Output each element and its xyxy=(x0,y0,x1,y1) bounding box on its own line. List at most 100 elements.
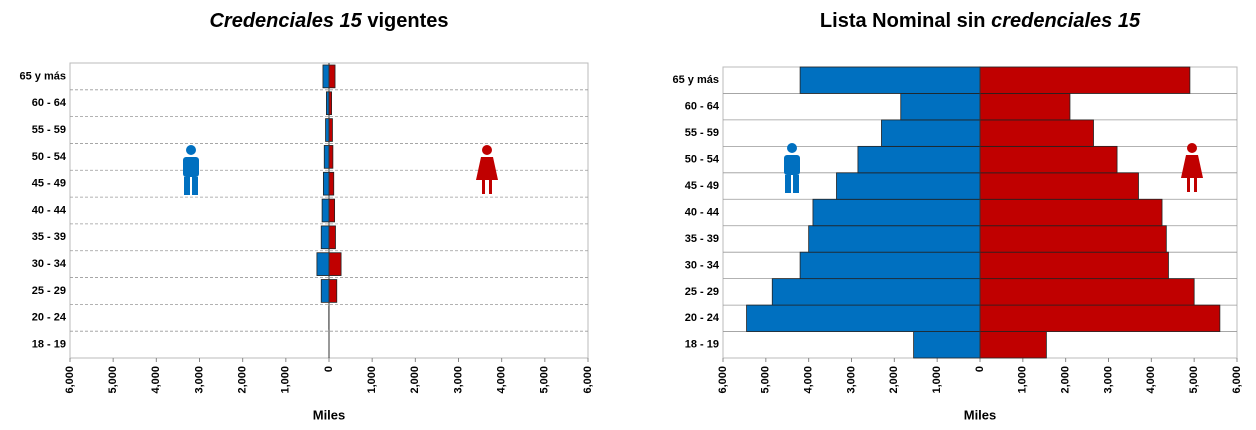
y-tick-label: 45 - 49 xyxy=(32,178,66,190)
y-tick-label: 65 y más xyxy=(20,70,66,82)
x-tick-label: 5,000 xyxy=(539,366,551,394)
bar xyxy=(322,199,329,222)
bar xyxy=(329,199,335,222)
y-tick-label: 40 - 44 xyxy=(32,204,67,216)
icon-leg xyxy=(489,180,492,194)
bar xyxy=(329,226,335,249)
x-tick-label: 4,000 xyxy=(496,366,508,394)
x-axis-title: Miles xyxy=(964,407,997,422)
bar xyxy=(317,253,329,276)
icon-body xyxy=(183,157,199,177)
chart-title: Lista Nominal sin credenciales 15 xyxy=(820,10,1141,32)
x-tick-label: 6,000 xyxy=(582,366,594,394)
title-part: Lista Nominal sin xyxy=(820,10,991,32)
icon-leg xyxy=(785,175,791,193)
y-tick-label: 55 - 59 xyxy=(685,127,719,139)
y-tick-label: 45 - 49 xyxy=(685,180,719,192)
female-icon xyxy=(1181,143,1203,192)
y-tick-label: 25 - 29 xyxy=(685,286,719,298)
bar xyxy=(980,279,1194,305)
bar xyxy=(809,226,980,252)
x-tick-label: 3,000 xyxy=(452,366,464,394)
icon-body xyxy=(1181,155,1203,178)
y-tick-label: 60 - 64 xyxy=(32,97,67,109)
bar xyxy=(858,146,980,172)
icon-leg xyxy=(1194,178,1197,192)
bar xyxy=(980,146,1117,172)
bar xyxy=(329,119,332,142)
y-tick-label: 18 - 19 xyxy=(685,339,719,351)
bar xyxy=(980,305,1220,331)
icon-head xyxy=(482,145,492,155)
bar xyxy=(813,199,980,225)
icon-leg xyxy=(192,177,198,195)
x-tick-label: 1,000 xyxy=(931,366,943,394)
y-tick-label: 30 - 34 xyxy=(685,259,720,271)
x-tick-label: 2,000 xyxy=(409,366,421,394)
x-tick-label: 1,000 xyxy=(366,366,378,394)
bar xyxy=(881,120,980,146)
x-tick-label: 2,000 xyxy=(237,366,249,394)
bar xyxy=(329,280,337,303)
bar xyxy=(980,252,1168,278)
bar xyxy=(837,173,980,199)
bar xyxy=(326,119,329,142)
male-icon xyxy=(183,145,199,195)
x-tick-label: 4,000 xyxy=(803,366,815,394)
x-tick-label: 2,000 xyxy=(888,366,900,394)
x-tick-label: 3,000 xyxy=(1102,366,1114,394)
x-tick-label: 0 xyxy=(323,366,335,372)
icon-leg xyxy=(1187,178,1190,192)
y-tick-label: 65 y más xyxy=(673,74,719,86)
bar xyxy=(980,120,1094,146)
title-part: vigentes xyxy=(362,10,449,32)
bar xyxy=(980,93,1070,119)
x-tick-label: 4,000 xyxy=(1145,366,1157,394)
title-part: credenciales 15 xyxy=(991,10,1141,32)
title-part: Credenciales 15 xyxy=(209,10,362,32)
icon-head xyxy=(1187,143,1197,153)
male-icon xyxy=(784,143,800,193)
x-tick-label: 5,000 xyxy=(760,366,772,394)
y-tick-label: 40 - 44 xyxy=(685,206,720,218)
bar xyxy=(321,280,329,303)
bar xyxy=(980,199,1162,225)
x-tick-label: 5,000 xyxy=(107,366,119,394)
x-tick-label: 2,000 xyxy=(1060,366,1072,394)
x-tick-label: 3,000 xyxy=(193,366,205,394)
bar xyxy=(980,226,1166,252)
bar xyxy=(800,67,980,93)
x-tick-label: 1,000 xyxy=(280,366,292,394)
icon-leg xyxy=(793,175,799,193)
bar xyxy=(323,65,329,88)
icon-head xyxy=(787,143,797,153)
bar xyxy=(321,226,329,249)
y-tick-label: 60 - 64 xyxy=(685,101,720,113)
bar xyxy=(324,145,329,168)
female-icon xyxy=(476,145,498,194)
bar xyxy=(800,252,980,278)
x-tick-label: 6,000 xyxy=(1231,366,1243,394)
icon-head xyxy=(186,145,196,155)
bar xyxy=(329,253,341,276)
bar xyxy=(980,173,1138,199)
bar xyxy=(980,67,1190,93)
bar xyxy=(747,305,980,331)
bar xyxy=(329,145,333,168)
bar xyxy=(329,65,335,88)
y-tick-label: 20 - 24 xyxy=(32,312,67,324)
y-tick-label: 55 - 59 xyxy=(32,124,66,136)
y-tick-label: 25 - 29 xyxy=(32,285,66,297)
icon-leg xyxy=(184,177,190,195)
x-tick-label: 1,000 xyxy=(1017,366,1029,394)
x-tick-label: 3,000 xyxy=(845,366,857,394)
x-tick-label: 0 xyxy=(974,366,986,372)
x-tick-label: 6,000 xyxy=(717,366,729,394)
bar xyxy=(329,172,334,195)
y-tick-label: 35 - 39 xyxy=(685,233,719,245)
y-tick-label: 50 - 54 xyxy=(32,151,67,163)
chart-title: Credenciales 15 vigentes xyxy=(209,10,448,32)
x-axis-title: Miles xyxy=(313,407,346,422)
bar xyxy=(914,332,980,358)
